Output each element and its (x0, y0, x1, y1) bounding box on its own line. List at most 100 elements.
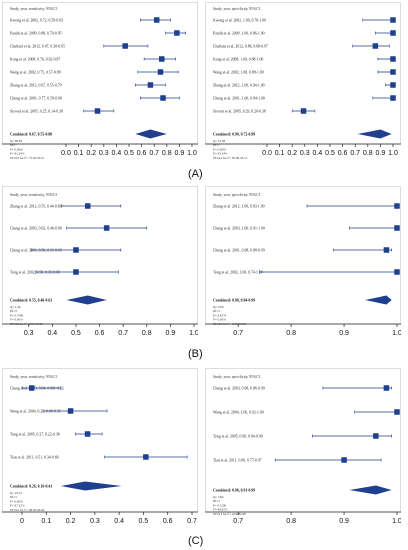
point-estimate-square (383, 247, 390, 253)
study-label: Zhang et al. 2012, 1.00, 0.83-1.00 (213, 204, 265, 209)
heterogeneity-stat: Q= 5.84 (213, 495, 224, 499)
pooled-diamond (365, 295, 392, 305)
study-label: Kwong et al. 2002, 0.72, 0.59-0.83 (10, 18, 63, 23)
point-estimate-square (390, 17, 396, 23)
x-tick-label: 0.5 (71, 330, 81, 337)
heterogeneity-stat: Df=7 (10, 143, 17, 147)
forest-plot-a-specificity: Study, year, specificity, 95%CI Kwong et … (205, 2, 401, 164)
panel-label-c: (C) (188, 535, 204, 547)
x-tick-label: 0.0 (262, 150, 272, 157)
x-tick-label: 0.8 (286, 518, 296, 525)
point-estimate-square (390, 95, 396, 101)
panel-label-b: (B) (188, 348, 203, 360)
forest-plot-a-sensitivity: Study, year, sensitivity, 95%CI Kwong et … (2, 2, 198, 164)
study-label: Sirvent et al. 2005, 0.25, 0.14-0.38 (10, 109, 63, 114)
point-estimate-square (143, 454, 149, 460)
x-tick-label: 0.7 (233, 330, 243, 337)
study-label: Kong et al. 2008, 1.00, 0.88-1.00 (213, 57, 263, 62)
x-tick-label: 0 (20, 518, 24, 525)
study-label: Chang et al. 2003, 0.63, 0.46-0.80 (10, 226, 62, 231)
study-label: Pandit et al. 2009, 0.88, 0.79-0.95 (10, 31, 62, 36)
x-tick-label: 0.4 (313, 150, 323, 157)
study-label: Tian et al. 2011, 0.51, 0.34-0.68 (10, 455, 59, 460)
point-estimate-square (390, 69, 396, 75)
heterogeneity-stat: P= 0.0001 (10, 499, 24, 503)
point-estimate-square (85, 203, 91, 209)
heterogeneity-stat: P= 0.0001 (10, 147, 24, 151)
forest-plot-b-specificity: Study, year, specificity, 95%CI Zhang et … (205, 186, 401, 344)
heterogeneity-stat: P= 0.7068 (10, 313, 24, 317)
point-estimate-square (390, 30, 396, 36)
study-label: Cheng et al. 2001, 0.77, 0.59-0.90 (10, 96, 62, 101)
heterogeneity-stat: I²= 48.65% (213, 508, 228, 512)
point-estimate-square (394, 269, 400, 275)
forest-plot-b-sensitivity: Study, year, sensitivity, 95%CI Zhang et … (2, 186, 198, 344)
point-estimate-square (28, 385, 35, 391)
study-label: Cheng et al. 2001, 0.98, 0.88-0.99 (213, 248, 265, 253)
study-label: Zhang et al. 2012, 0.67, 0.55-0.79 (10, 83, 62, 88)
heterogeneity-stat: 95%CI for I²= 0.00-82.98 (213, 512, 246, 516)
x-tick-label: 0.5 (124, 150, 134, 157)
study-label: Chang et al. 2003, 1.00, 0.91-1.00 (213, 226, 265, 231)
x-tick-label: 0.9 (339, 518, 349, 525)
heterogeneity-stat: I²= 0.00% (213, 318, 226, 322)
pooled-diamond (66, 295, 107, 305)
study-label: Kong et al. 2008, 0.76, 0.62-0.87 (10, 57, 60, 62)
column-header: Study, year, specificity, 95%CI (213, 7, 261, 12)
study-label: Tong et al. 2002, 1.00, 0.74-1.00 (213, 270, 263, 275)
column-header: Study, year, sensitivity, 95%CI (10, 7, 58, 12)
pooled-label: Combined: 0.26, 0.16-0.41 (10, 484, 52, 488)
x-tick-label: 1.0 (187, 150, 197, 157)
study-label: Kwong et al. 2002, 1.00, 0.76-1.00 (213, 18, 266, 23)
x-tick-label: 0.7 (350, 150, 360, 157)
forest-svg: Study, year, sensitivity, 95%CI Zhang et … (2, 186, 198, 337)
heterogeneity-stat: Q= 23.47 (10, 491, 22, 495)
x-tick-label: 0.8 (162, 150, 172, 157)
x-tick-label: 0.0 (61, 150, 71, 157)
heterogeneity-stat: P= 0.0001 (213, 147, 227, 151)
heterogeneity-stat: Df=7 (213, 143, 220, 147)
point-estimate-square (67, 408, 74, 414)
pooled-diamond (60, 481, 122, 491)
point-estimate-square (373, 433, 379, 439)
x-tick-label: 1.0 (392, 330, 401, 337)
x-tick-label: 0.3 (90, 518, 100, 525)
heterogeneity-stat: Q= 0.90 (213, 305, 224, 309)
heterogeneity-stat: Df=3 (10, 309, 17, 313)
study-label: Chalfant et al. 2012, 0.86, 0.68-0.97 (213, 44, 268, 49)
x-tick-label: 0.1 (74, 150, 84, 157)
pooled-label: Combined: 0.96, 0.91-0.99 (213, 488, 255, 492)
x-tick-label: 0.9 (175, 150, 185, 157)
x-tick-label: 0.8 (142, 330, 152, 337)
study-label: Zhang et al. 2012, 0.55, 0.44-0.69 (10, 204, 62, 209)
pooled-diamond (357, 129, 392, 139)
point-estimate-square (341, 457, 347, 463)
study-label: Tong et al. 2005, 0.27, 0.22-0.38 (10, 432, 60, 437)
study-label: Tong et al. 2005, 0.96, 0.84-0.99 (213, 434, 263, 439)
x-tick-label: 1.0 (388, 150, 398, 157)
pooled-diamond (349, 485, 392, 495)
study-label: Tong et al. 2002, 0.50, 0.33-0.68 (10, 270, 60, 275)
column-header: Study, year, sensitivity, 95%CI (10, 193, 58, 198)
heterogeneity-stat: I²= 0.00% (10, 318, 23, 322)
study-label: Cheng et al. 2001, 1.00, 0.84-1.00 (213, 96, 265, 101)
forest-plot-c-sensitivity: Study, year, sensitivity, 95%CI Chang et … (2, 368, 198, 532)
x-tick-label: 0.4 (47, 330, 57, 337)
x-tick-label: 0.6 (338, 150, 348, 157)
pooled-diamond (135, 129, 167, 139)
forest-svg: Study, year, sensitivity, 95%CI Chang et … (2, 368, 198, 525)
x-tick-label: 0.2 (86, 150, 96, 157)
x-tick-label: 0.2 (287, 150, 297, 157)
x-tick-label: 0.4 (114, 518, 124, 525)
x-tick-label: 0.6 (95, 330, 105, 337)
x-tick-label: 0.5 (139, 518, 149, 525)
x-tick-label: 0.9 (376, 150, 386, 157)
heterogeneity-stat: 95%CI for I²= 85.99-95.12 (213, 156, 248, 160)
pooled-label: Combined: 0.55, 0.46-0.63 (10, 298, 52, 302)
study-label: Chang et al. 2003, 0.98, 0.86-0.99 (213, 386, 265, 391)
x-tick-label: 0.1 (275, 150, 285, 157)
point-estimate-square (394, 203, 400, 209)
point-estimate-square (153, 17, 160, 23)
heterogeneity-stat: I²= 87.22% (10, 504, 25, 508)
column-header: Study, year, sensitivity, 95%CI (10, 375, 58, 380)
